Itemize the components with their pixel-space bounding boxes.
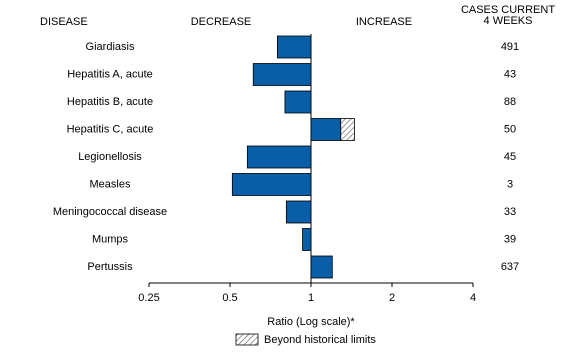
legend-label: Beyond historical limits <box>264 334 376 346</box>
cases-label: 50 <box>504 123 516 135</box>
category-label: Hepatitis C, acute <box>67 123 154 135</box>
bar <box>284 90 312 114</box>
bar <box>310 255 333 279</box>
header-decrease: DECREASE <box>191 16 252 28</box>
x-tick-label: 0.25 <box>138 292 159 304</box>
x-tick-label: 1 <box>308 292 314 304</box>
x-tick-label: 2 <box>389 292 395 304</box>
category-label: Hepatitis A, acute <box>67 68 153 80</box>
bar <box>310 118 342 141</box>
category-label: Legionellosis <box>78 151 142 163</box>
cases-label: 39 <box>504 233 516 245</box>
cases-label: 33 <box>504 206 516 218</box>
cases-label: 43 <box>504 68 516 80</box>
category-label: Hepatitis B, acute <box>67 96 153 108</box>
category-label: Pertussis <box>87 261 133 273</box>
bar <box>276 35 312 59</box>
category-label: Giardiasis <box>86 41 135 53</box>
header-increase: INCREASE <box>356 16 412 28</box>
cases-label: 637 <box>501 261 519 273</box>
header-cases: 4 WEEKS <box>484 15 533 27</box>
category-label: Mumps <box>92 233 129 245</box>
bar-beyond-limits <box>340 118 355 141</box>
header-disease: DISEASE <box>40 16 88 28</box>
header-cases: CASES CURRENT <box>461 4 555 16</box>
x-tick-label: 4 <box>470 292 476 304</box>
category-label: Measles <box>90 178 131 190</box>
bar <box>285 200 312 224</box>
x-tick-label: 0.5 <box>222 292 237 304</box>
cases-label: 45 <box>504 151 516 163</box>
cases-label: 491 <box>501 41 519 53</box>
category-label: Meningococcal disease <box>53 206 167 218</box>
cases-label: 88 <box>504 96 516 108</box>
bar <box>252 63 312 86</box>
bar <box>302 228 312 251</box>
legend-swatch <box>235 333 259 346</box>
x-axis-label: Ratio (Log scale)* <box>267 316 355 328</box>
cases-label: 3 <box>507 178 513 190</box>
bar <box>231 173 312 196</box>
bar <box>246 145 312 169</box>
